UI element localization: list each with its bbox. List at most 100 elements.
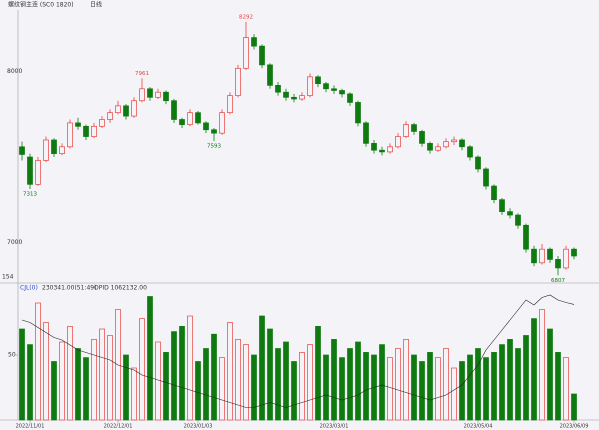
candle-body	[507, 211, 513, 216]
volume-bar	[43, 322, 49, 421]
volume-bar	[139, 318, 145, 421]
volume-bar	[107, 335, 113, 421]
candle-body	[91, 125, 97, 137]
volume-bar	[163, 352, 169, 421]
candle-body	[499, 199, 505, 212]
candle-body	[243, 37, 249, 69]
candle-body	[67, 122, 73, 148]
volume-bar	[291, 361, 297, 421]
volume-bar	[75, 348, 81, 421]
volume-bar	[323, 354, 329, 421]
volume-bar	[155, 341, 161, 421]
x-tick-label: 2023/05/04	[464, 424, 493, 430]
candle-body	[27, 156, 33, 185]
volume-bar	[379, 344, 385, 421]
volume-bar	[499, 344, 505, 421]
volume-bar	[187, 315, 193, 421]
candle-body	[411, 124, 417, 132]
low-label: 7313	[23, 191, 37, 197]
volume-bar	[483, 357, 489, 421]
volume-bar	[59, 341, 65, 421]
candle-body	[443, 141, 449, 148]
candle-body	[403, 124, 409, 137]
volume-bar	[339, 357, 345, 421]
candle-body	[51, 139, 57, 154]
candle-body	[291, 96, 297, 100]
volume-name: CJL(0)	[20, 285, 38, 292]
volume-bar	[307, 344, 313, 421]
volume-bar	[347, 348, 353, 421]
candle-body	[451, 139, 457, 143]
candle-body	[563, 248, 569, 269]
volume-bar	[363, 352, 369, 421]
candle-body	[43, 139, 49, 161]
candle-body	[171, 100, 177, 120]
candle-body	[371, 143, 377, 151]
x-tick-label: 2022/11/01	[16, 424, 45, 430]
volume-bar	[147, 296, 153, 421]
volume-bar	[443, 348, 449, 421]
volume-bar	[419, 361, 425, 421]
volume-bar	[539, 309, 545, 421]
candle-body	[59, 146, 65, 154]
candle-body	[315, 76, 321, 85]
candle-body	[363, 122, 369, 144]
volume-bar	[19, 328, 25, 421]
volume-bar	[403, 339, 409, 421]
volume-bar	[211, 333, 217, 421]
candle-body	[347, 93, 353, 103]
volume-bar	[203, 348, 209, 421]
volume-bar	[267, 328, 273, 421]
candle-body	[339, 90, 345, 95]
volume-bar	[243, 344, 249, 421]
volume-value: 230341.00(51:49)	[42, 285, 96, 292]
candle-body	[283, 91, 289, 98]
candle-body	[379, 149, 385, 153]
volume-bar	[251, 354, 257, 421]
candle-body	[555, 259, 561, 269]
volume-bar	[91, 339, 97, 421]
volume-bar	[523, 335, 529, 421]
volume-bar	[83, 357, 89, 421]
candle-body	[139, 88, 145, 102]
x-tick-label: 2022/12/01	[104, 424, 133, 430]
candle-body	[195, 112, 201, 124]
volume-bar	[219, 357, 225, 421]
volume-bar	[227, 322, 233, 421]
volume-tick-label: 50	[8, 352, 16, 359]
candle-body	[275, 85, 281, 93]
volume-bar	[387, 357, 393, 421]
volume-bar	[395, 348, 401, 421]
candle-body	[107, 112, 113, 120]
candle-body	[299, 95, 305, 100]
volume-bar	[27, 344, 33, 421]
candle-body	[539, 248, 545, 264]
volume-bar	[507, 339, 513, 421]
volume-bar	[235, 339, 241, 421]
volume-bar	[563, 357, 569, 421]
volume-bar	[99, 328, 105, 421]
volume-bar	[411, 354, 417, 421]
candle-body	[35, 160, 41, 185]
candle-body	[219, 112, 225, 134]
candle-body	[235, 67, 241, 96]
volume-bar	[531, 318, 537, 421]
high-label: 7961	[135, 71, 149, 77]
candle-body	[259, 45, 265, 66]
volume-bar	[299, 352, 305, 421]
volume-bar	[475, 348, 481, 421]
candle-body	[83, 125, 89, 137]
candle-body	[115, 105, 121, 114]
y-tick-label: 8000	[7, 68, 22, 75]
volume-bar	[427, 352, 433, 421]
volume-bar	[315, 326, 321, 421]
candle-body	[483, 168, 489, 187]
period: 日线	[90, 1, 102, 9]
candle-body	[203, 122, 209, 131]
volume-bar	[35, 302, 41, 421]
volume-bar	[51, 361, 57, 421]
candle-body	[155, 91, 161, 98]
candle-body	[435, 146, 441, 151]
cursor-label: 154	[2, 274, 14, 281]
